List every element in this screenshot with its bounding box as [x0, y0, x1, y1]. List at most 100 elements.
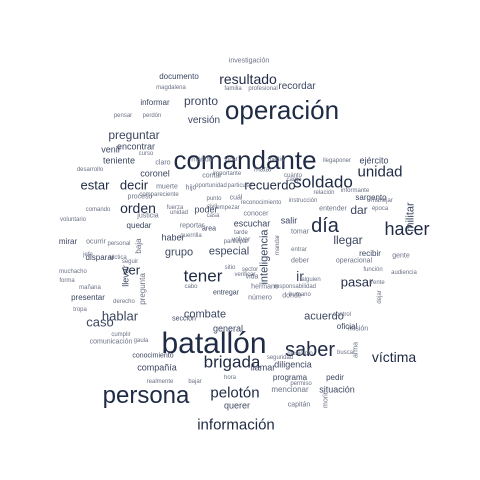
word-participar: participar: [223, 239, 249, 245]
word-seguir: seguir: [121, 259, 139, 265]
word-numero: número: [248, 294, 272, 302]
word-preguntar: preguntar: [108, 128, 160, 142]
word-poder: poder: [194, 204, 218, 215]
word-unidad: unidad: [357, 163, 403, 181]
word-batallon: batallón: [161, 327, 267, 360]
word-guerrilla: guerrilla: [180, 233, 202, 239]
word-donde: donde: [282, 292, 302, 300]
word-resultado: resultado: [219, 71, 277, 87]
word-deber: deber: [291, 257, 309, 265]
word-audiencia: audiencia: [391, 270, 417, 276]
word-reportar: reportar: [179, 222, 205, 230]
word-pronto: pronto: [183, 94, 219, 108]
word-situacion: situación: [319, 384, 355, 395]
word-tomar: tomar: [291, 228, 309, 236]
word-morir: morir: [322, 392, 330, 408]
word-haber: haber: [161, 232, 185, 243]
word-cargo: cargo: [286, 177, 302, 183]
word-bajar: bajar: [188, 379, 202, 385]
word-mando: mando: [191, 156, 213, 164]
word-hora: hora: [223, 375, 237, 381]
word-sargento: sargento: [355, 193, 387, 202]
word-seccion: sección: [172, 315, 196, 323]
word-caso: caso: [86, 314, 114, 330]
word-municipio: municipio: [287, 351, 313, 357]
word-peloton: pelotón: [210, 384, 260, 402]
word-oportunidad: oportunidad: [195, 183, 227, 189]
word-tocar: tocar: [224, 157, 238, 163]
word-escuchar: escuchar: [233, 218, 271, 229]
word-pregunta: pregunta: [138, 273, 147, 305]
word-venir: venir: [101, 144, 121, 155]
word-funcion: función: [363, 267, 383, 273]
word-saber: saber: [284, 339, 336, 361]
word-empezar: empezar: [216, 205, 240, 211]
word-encontrar: encontrar: [116, 141, 156, 152]
word-victima: víctima: [371, 349, 417, 365]
word-verificar: verificar: [234, 272, 256, 278]
word-matar: matar: [254, 166, 272, 174]
word-personal: personal: [107, 241, 131, 247]
word-diligencia: diligencia: [274, 359, 312, 370]
word-comunicacion: comunicación: [89, 338, 133, 346]
word-conocer: conocer: [243, 210, 269, 218]
word-teniente: teniente: [102, 155, 136, 166]
word-orden: orden: [120, 200, 156, 216]
word-casa: casa: [206, 213, 220, 219]
word-investigacion: investigación: [228, 57, 270, 65]
word-reconocimiento: reconocimiento: [240, 200, 282, 206]
word-llamar: llamar: [250, 362, 276, 373]
word-alguien: alguien: [301, 277, 321, 283]
word-dia: día: [311, 215, 339, 237]
word-llevar: llevar: [120, 265, 131, 287]
word-forma: forma: [59, 278, 75, 284]
word-permiso: permiso: [290, 381, 312, 387]
word-disparar: disparar: [85, 253, 115, 262]
word-muerte: muerte: [156, 183, 178, 191]
word-ocurrir: ocurrir: [86, 238, 106, 246]
word-grupo: grupo: [164, 246, 194, 259]
word-control: control: [332, 312, 352, 318]
word-sitio: sitio: [224, 265, 236, 271]
word-documento: documento: [159, 72, 199, 81]
word-medio: medio: [267, 157, 285, 163]
word-recibir: recibir: [359, 249, 381, 258]
word-sector: sector: [241, 267, 259, 273]
word-presentar: presentar: [71, 293, 105, 302]
word-estar: estar: [80, 177, 110, 193]
word-mision: misión: [347, 325, 369, 333]
word-frente: frente: [369, 280, 385, 286]
word-vida: vida: [245, 273, 259, 281]
word-entender: entender: [319, 205, 347, 213]
word-cabo: cabo: [184, 284, 198, 290]
word-civil: civil: [207, 204, 217, 210]
word-gente: gente: [392, 252, 410, 260]
word-realmente: realmente: [146, 379, 174, 385]
word-humano: humano: [289, 292, 311, 298]
word-mirar: mirar: [58, 237, 78, 246]
word-coronel: coronel: [140, 168, 170, 179]
word-operacion: operación: [224, 95, 340, 125]
word-hablar: hablar: [101, 308, 139, 324]
word-voluntario: voluntario: [59, 217, 87, 223]
word-perdon: perdón: [142, 113, 162, 119]
word-oficial: oficial: [336, 322, 358, 331]
word-version: versión: [187, 115, 221, 126]
word-informacion: información: [197, 416, 275, 434]
word-entrar: entrar: [291, 247, 307, 253]
word-dar: dar: [350, 203, 368, 217]
word-entregar: entregar: [212, 289, 240, 297]
word-claro: claro: [155, 159, 171, 167]
word-mandar: mandar: [275, 234, 281, 256]
word-buscar: buscar: [336, 350, 356, 356]
word-pedir: pedir: [326, 373, 344, 382]
word-querer: querer: [223, 400, 251, 411]
word-quedar: quedar: [126, 221, 152, 230]
word-mencionar: mencionar: [271, 385, 309, 394]
word-conocimiento: conocimiento: [132, 352, 174, 360]
word-inteligencia: inteligencia: [258, 229, 271, 285]
word-proceso: proceso: [127, 193, 153, 201]
word-manejar: manejar: [371, 198, 393, 204]
word-particular: particular: [227, 183, 253, 189]
word-fuerza: fuerza: [166, 205, 184, 211]
